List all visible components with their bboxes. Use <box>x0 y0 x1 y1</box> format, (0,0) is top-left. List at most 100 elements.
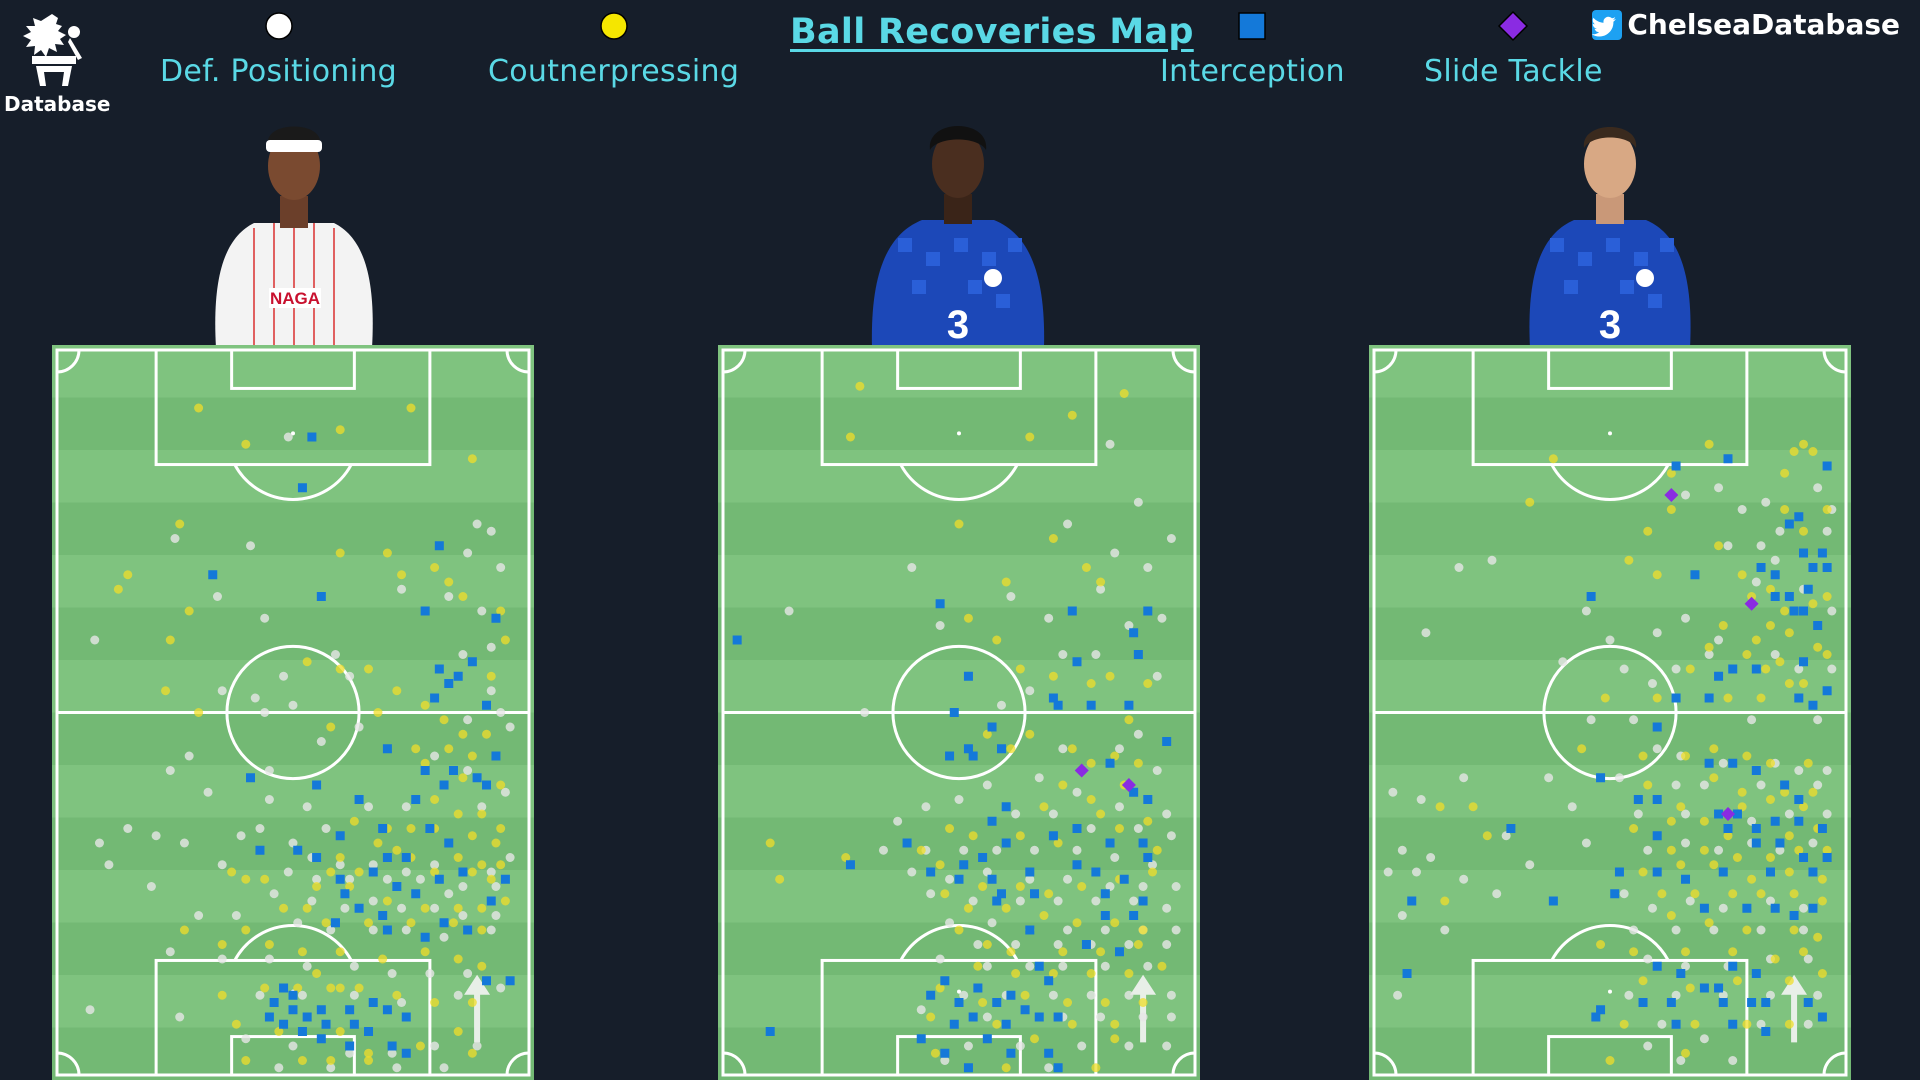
data-point <box>1383 867 1393 877</box>
data-point <box>1685 664 1695 674</box>
data-point <box>382 548 392 558</box>
data-point <box>1619 1019 1629 1029</box>
data-point <box>1737 505 1747 514</box>
data-point <box>439 780 449 790</box>
data-point <box>1629 715 1639 725</box>
data-point <box>1157 961 1167 971</box>
data-point <box>1077 1041 1087 1051</box>
data-point <box>1105 671 1115 681</box>
data-point <box>1647 679 1657 688</box>
svg-text:3: 3 <box>947 303 969 347</box>
pitch-stripe <box>52 870 534 924</box>
data-point <box>378 911 388 920</box>
data-point <box>1699 983 1709 993</box>
data-point <box>940 1048 950 1058</box>
data-point <box>1723 541 1733 551</box>
data-point <box>1775 845 1785 855</box>
data-point <box>420 947 430 957</box>
data-point <box>1709 773 1719 783</box>
data-point <box>283 432 293 442</box>
penalty-spot <box>291 431 295 436</box>
data-point <box>1813 621 1823 630</box>
data-point <box>293 983 303 993</box>
data-point <box>1072 657 1082 667</box>
data-point <box>1652 693 1662 703</box>
player-blue-kit-icon: 3 <box>871 126 1045 348</box>
data-point <box>264 766 274 775</box>
data-point <box>949 1019 959 1029</box>
data-point <box>1704 758 1714 768</box>
data-point <box>1171 925 1181 935</box>
data-point <box>194 403 204 413</box>
data-point <box>1138 896 1148 906</box>
data-point <box>1770 570 1780 580</box>
data-point <box>1459 773 1469 783</box>
data-point <box>1803 758 1813 768</box>
pitch-stripe <box>1369 712 1851 766</box>
corner-arc <box>1171 349 1196 374</box>
data-point <box>1421 628 1431 638</box>
data-point <box>1058 650 1068 659</box>
data-point <box>491 911 501 920</box>
data-point <box>1714 483 1724 493</box>
data-point <box>1440 925 1450 935</box>
data-point <box>241 925 251 935</box>
data-point <box>1765 990 1775 1000</box>
data-point <box>1063 925 1073 935</box>
data-point <box>1110 1034 1120 1044</box>
data-point <box>217 954 227 964</box>
data-point <box>486 867 496 877</box>
data-point <box>387 969 397 978</box>
data-point <box>935 983 945 993</box>
data-point <box>364 1056 374 1065</box>
data-point <box>1822 686 1832 696</box>
data-point <box>1077 882 1087 891</box>
data-point <box>1794 795 1804 804</box>
player-photo-3: 3 <box>1510 118 1710 348</box>
data-point <box>1492 889 1502 899</box>
data-point <box>1813 715 1823 725</box>
data-point <box>1761 998 1771 1007</box>
data-point <box>1072 860 1082 870</box>
data-point <box>1034 961 1044 971</box>
data-point <box>255 824 265 833</box>
data-point <box>260 983 270 993</box>
white-circle-icon <box>264 12 293 40</box>
data-point <box>364 664 374 674</box>
data-point <box>1723 693 1733 703</box>
data-point <box>486 642 496 652</box>
data-point <box>945 874 955 884</box>
data-point <box>1053 700 1063 710</box>
data-point <box>1666 505 1676 514</box>
data-point <box>1001 802 1011 812</box>
data-point <box>316 1034 326 1044</box>
data-point <box>1652 795 1662 804</box>
data-point <box>1817 874 1827 884</box>
legend-label: Interception <box>1160 54 1345 89</box>
pitch-stripe <box>1369 922 1851 976</box>
data-point <box>411 795 421 804</box>
data-point <box>987 874 997 884</box>
data-point <box>1143 795 1153 804</box>
data-point <box>1765 621 1775 630</box>
data-point <box>1001 903 1011 913</box>
data-point <box>1416 795 1426 804</box>
data-point <box>1044 613 1054 623</box>
data-point <box>1133 824 1143 833</box>
data-point <box>467 454 477 464</box>
centre-circle <box>891 644 1027 781</box>
data-point <box>415 874 425 884</box>
series-counterpressing <box>113 403 510 1065</box>
data-point <box>987 918 997 928</box>
data-point <box>444 744 454 754</box>
data-point <box>1808 700 1818 710</box>
data-point <box>1770 592 1780 601</box>
data-point <box>1006 990 1016 1000</box>
data-point <box>1671 990 1681 1000</box>
data-point <box>1063 874 1073 884</box>
data-point <box>496 606 506 616</box>
data-point <box>1006 592 1016 601</box>
data-point <box>1133 729 1143 739</box>
data-point <box>335 983 345 993</box>
data-point <box>113 584 123 594</box>
